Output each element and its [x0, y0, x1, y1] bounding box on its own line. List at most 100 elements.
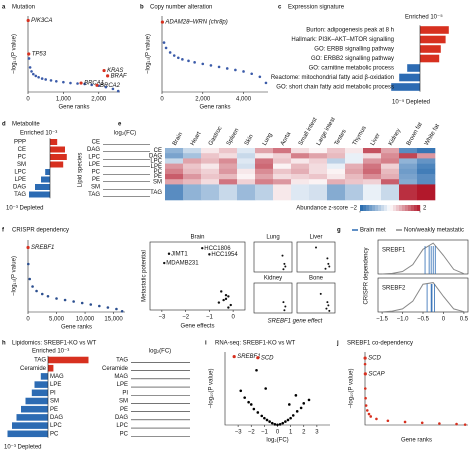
bar — [50, 139, 58, 145]
point — [289, 416, 292, 420]
enriched-label: Enriched 10⁻⁵ — [405, 14, 443, 21]
colorbar — [366, 205, 370, 211]
column-label: Brain — [172, 132, 184, 147]
heatmap-cell — [273, 174, 292, 180]
heatmap-cell — [417, 148, 436, 154]
heatmap-cell — [165, 153, 184, 159]
point — [55, 297, 58, 300]
axis — [224, 352, 330, 426]
density-curve — [382, 242, 465, 275]
gene-label: PIK3CA — [31, 18, 52, 24]
x-tick-label: −1.5 — [376, 317, 389, 323]
point — [229, 303, 232, 307]
panel-frame — [377, 239, 469, 275]
bar — [50, 146, 65, 153]
point — [217, 301, 221, 304]
bar-label: GO: short chain fatty acid metabolic pro… — [276, 85, 394, 91]
x-tick-label: 0 — [231, 315, 235, 321]
heatmap-cell — [291, 174, 310, 180]
x-tick-label: 0 — [160, 97, 164, 103]
heatmap-cell — [237, 163, 256, 170]
heatmap-cell — [309, 158, 328, 164]
heatmap-cell — [183, 163, 202, 170]
point — [328, 309, 331, 312]
x-tick-label: −3 — [158, 315, 166, 321]
point — [282, 301, 285, 304]
gene-label: BRAF — [111, 73, 127, 79]
bar — [12, 422, 48, 429]
point — [243, 396, 246, 399]
y-axis-label: −log₁₀(P value) — [349, 369, 355, 409]
subplot-title: Bone — [309, 276, 324, 282]
heatmap-cell — [327, 184, 346, 201]
row-label: TAG — [150, 190, 162, 196]
row-label: SM — [153, 179, 162, 185]
point — [40, 292, 44, 296]
cell-line-label: MDAMB231 — [166, 261, 199, 267]
colorbar — [396, 205, 400, 211]
heatmap-cell — [165, 163, 184, 170]
bar — [21, 405, 48, 413]
gene-label: SREBF1 — [237, 354, 260, 360]
point — [256, 411, 260, 414]
panel-frame — [296, 241, 336, 273]
x-tick-label: 4,000 — [236, 97, 252, 103]
heatmap-cell — [255, 148, 274, 154]
column-label: Heart — [190, 131, 203, 147]
depleted-label: 10⁻³ Depleted — [6, 206, 44, 212]
point — [163, 261, 166, 265]
point — [55, 79, 58, 83]
panel-letter: j — [336, 341, 339, 347]
heatmap-cell — [363, 174, 382, 180]
x-tick-label: 0 — [26, 97, 30, 103]
species-label: TAG — [88, 192, 100, 198]
density-curve — [382, 282, 465, 313]
point — [276, 423, 279, 427]
point — [249, 403, 253, 406]
heatmap-cell — [345, 158, 364, 164]
panel-letter: h — [2, 341, 6, 347]
heatmap-cell — [237, 179, 256, 185]
heatmap-cell — [399, 174, 418, 180]
heatmap-cell — [273, 153, 292, 159]
panel-letter: g — [337, 228, 341, 234]
point — [83, 82, 86, 86]
heatmap-cell — [345, 184, 364, 201]
colorbar — [360, 205, 364, 211]
heatmap-cell — [327, 158, 346, 164]
bar-label: LPE — [50, 382, 61, 388]
x-tick-label: 3 — [315, 430, 319, 436]
panel-title: RNA-seq: SREBF1-KO vs WT — [215, 341, 296, 347]
colorbar — [372, 205, 376, 211]
heatmap-cell — [255, 179, 274, 185]
point — [258, 75, 262, 79]
column-label: Testes — [334, 129, 348, 147]
bar-label: CE — [18, 147, 26, 153]
gene-label: TP53 — [32, 52, 47, 58]
point — [220, 290, 223, 293]
heatmap-cell — [399, 148, 418, 154]
panel-letter: e — [118, 122, 122, 128]
point — [369, 415, 373, 418]
depleted-label: 10⁻³ Depleted — [4, 445, 42, 451]
point — [167, 252, 171, 255]
point — [111, 87, 115, 91]
heatmap-cell — [255, 158, 274, 164]
panel-frame — [296, 282, 336, 314]
heatmap-cell — [345, 153, 364, 159]
bar-label: SM — [17, 162, 26, 168]
cell-line-label: JIMT1 — [171, 251, 188, 257]
bar-label: PC — [18, 155, 27, 161]
point — [225, 67, 229, 70]
bar — [16, 414, 48, 421]
heatmap-cell — [237, 168, 256, 175]
point — [72, 300, 75, 303]
heatmap-cell — [417, 153, 436, 159]
bar — [7, 430, 48, 438]
axis — [161, 16, 268, 93]
heatmap-cell — [291, 158, 310, 164]
heatmap-cell — [219, 148, 238, 154]
bar-label: Reactome: mitochondrial fatty acid β-oxi… — [271, 75, 394, 81]
point — [234, 68, 237, 72]
species-label: PE — [92, 177, 100, 183]
